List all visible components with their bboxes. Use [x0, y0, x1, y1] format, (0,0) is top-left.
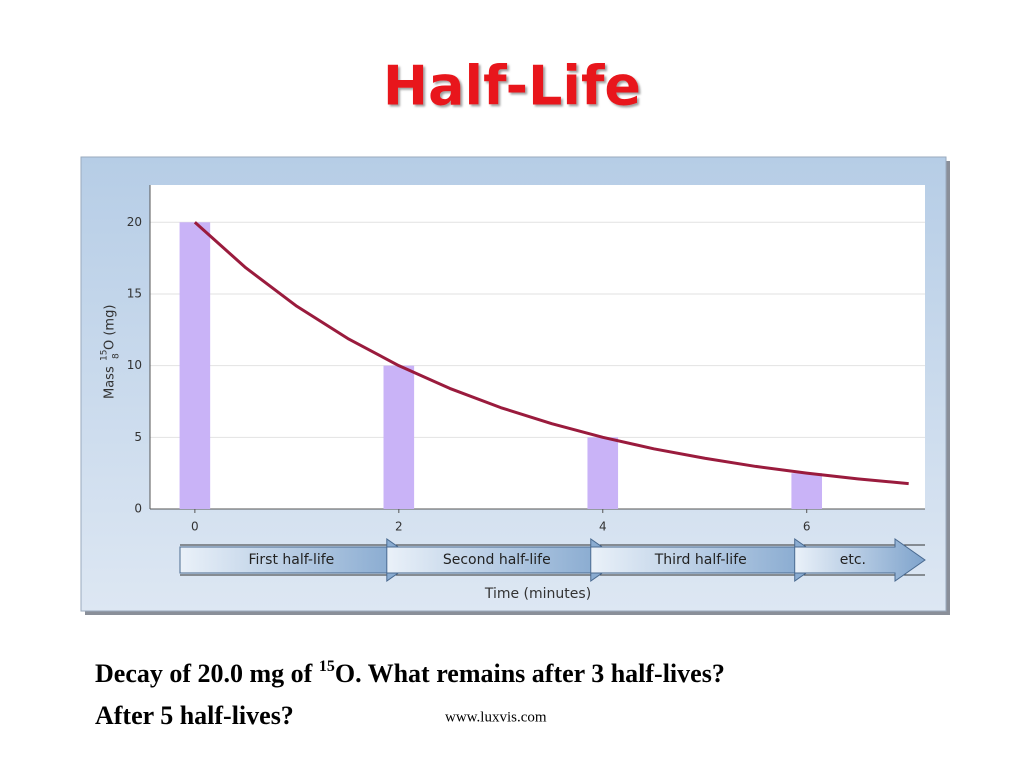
phase-arrow — [794, 538, 926, 582]
bar — [791, 473, 823, 509]
question-line-2: After 5 half-lives? — [95, 701, 294, 730]
x-tick-label: 2 — [395, 520, 403, 534]
y-label-text: Mass — [103, 366, 118, 399]
x-tick-label: 6 — [803, 520, 811, 534]
x-tick-label: 4 — [599, 520, 607, 534]
bar — [587, 437, 619, 509]
y-tick-label: 5 — [134, 430, 142, 444]
y-label-atomic-number: 8 — [112, 353, 122, 359]
slide-title: Half-Life — [383, 55, 641, 118]
bar — [383, 365, 415, 509]
y-tick-label: 0 — [134, 502, 142, 516]
y-label-mass-number: 15 — [100, 350, 110, 361]
phase-label: Third half-life — [654, 552, 747, 568]
x-tick-label: 0 — [191, 520, 199, 534]
y-tick-label: 20 — [127, 215, 142, 229]
plot: 0 5 10 15 20 0 2 4 6 First half-life Second half-l… — [127, 185, 926, 582]
y-tick-label: 15 — [127, 286, 142, 300]
y-label-unit: O (mg) — [103, 305, 118, 350]
plot-area — [150, 185, 925, 509]
source: www.luxvis.com — [445, 709, 547, 725]
question-line-1: Decay of 20.0 mg of 15O. What remains af… — [95, 658, 725, 688]
question-superscript: 15 — [319, 658, 335, 675]
phase-label: etc. — [840, 552, 866, 568]
bar — [179, 222, 211, 509]
question-text: O. What remains after 3 half-lives? — [335, 659, 725, 688]
y-tick-label: 10 — [127, 358, 142, 372]
x-axis-label: Time (minutes) — [484, 586, 591, 602]
y-axis-label: Mass 15 8 O (mg) — [100, 305, 122, 399]
phase-label: First half-life — [249, 552, 335, 568]
decay-curve — [193, 221, 909, 486]
phase-label: Second half-life — [443, 552, 551, 568]
question-text: Decay of 20.0 mg of — [95, 659, 319, 688]
